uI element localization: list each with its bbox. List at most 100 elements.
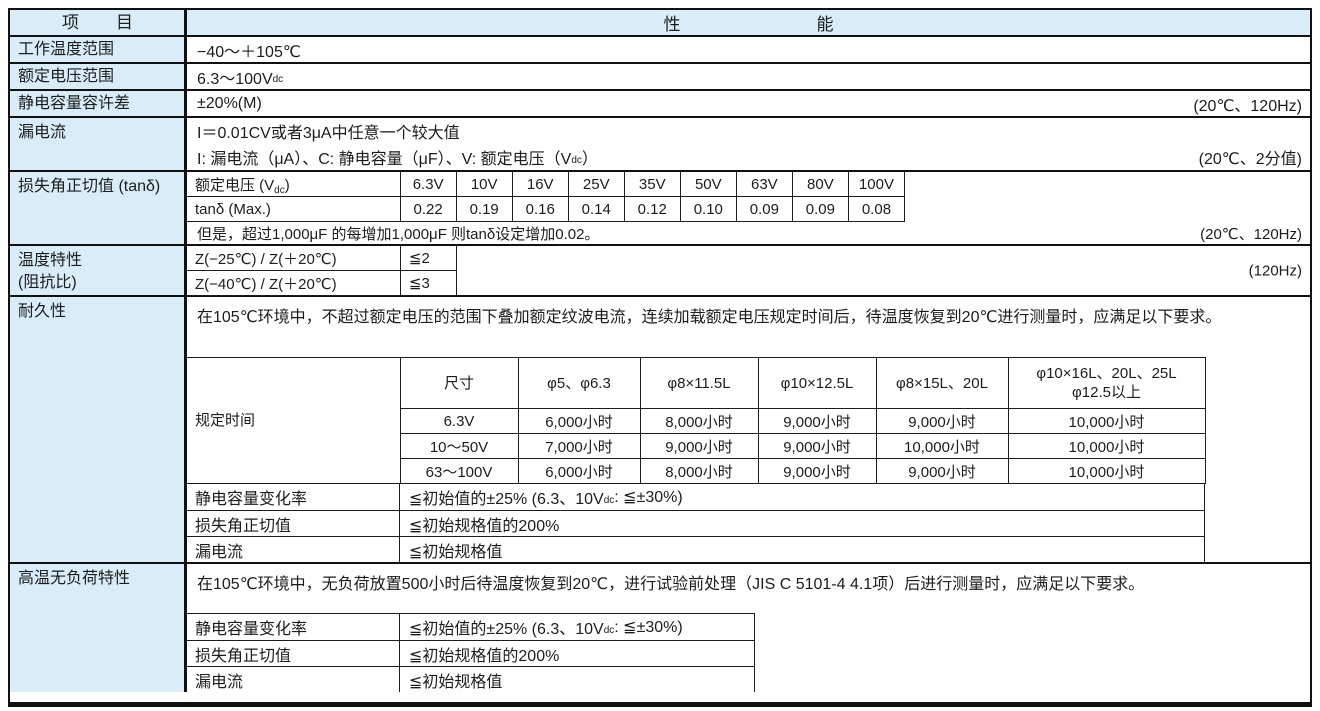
rated-voltage-label: 额定电压范围 <box>10 64 187 89</box>
requirement-value-text: ≦初始值的±25% (6.3、10V <box>409 491 604 508</box>
time-hours: 6,000小时 <box>517 458 641 484</box>
tan-delta-table: 额定电压 (Vdc) 6.3V 10V 16V 25V 35V 50V 63V … <box>187 172 906 222</box>
row-leakage-current: 漏电流 I＝0.01CV或者3μA中任意一个较大值 I: 漏电流（μA）、C: … <box>10 116 1310 170</box>
size-column: φ10×12.5L <box>757 357 877 409</box>
row-endurance: 耐久性 在105℃环境中，不超过额定电压的范围下叠加额定纹波电流，连续加载额定电… <box>10 295 1310 562</box>
voltage-cell: 25V <box>567 172 625 197</box>
tan-delta-note-row: 但是，超过1,000μF 的每增加1,000μF 则tanδ设定增加0.02。 … <box>187 222 1310 244</box>
size-column: φ10×16L、20L、25L φ12.5以上 <box>1007 357 1206 409</box>
leakage-current-label: 漏电流 <box>10 118 187 170</box>
time-hours: 10,000小时 <box>875 433 1009 459</box>
tan-delta-value-cell: 0.09 <box>735 196 793 222</box>
high-temp-description: 在105℃环境中，无负荷放置500小时后待温度恢复到20℃，进行试验前处理（JI… <box>197 576 1145 593</box>
capacitance-tolerance-text: ±20%(M) <box>197 94 262 112</box>
voltage-cell: 63V <box>735 172 793 197</box>
requirement-value: ≦初始规格值 <box>409 673 503 691</box>
capacitance-tolerance-value: ±20%(M) (20℃、120Hz) <box>187 91 1310 116</box>
time-hours: 9,000小时 <box>875 458 1009 484</box>
requirement-label: 漏电流 <box>187 537 400 562</box>
time-hours: 8,000小时 <box>639 458 759 484</box>
voltage-header-text: 额定电压 (V <box>195 176 275 194</box>
time-row-voltage: 63～100V <box>400 458 519 484</box>
tan-delta-voltage-row: 额定电压 (Vdc) 6.3V 10V 16V 25V 35V 50V 63V … <box>187 172 906 197</box>
header-performance-cell: 性 能 <box>663 15 834 34</box>
requirement-row: 静电容量变化率 ≦初始值的±25% (6.3、10V dc: ≦±30%) <box>187 614 754 640</box>
operating-temp-label: 工作温度范围 <box>10 37 187 62</box>
tan-delta-content: 额定电压 (Vdc) 6.3V 10V 16V 25V 35V 50V 63V … <box>187 172 1310 244</box>
high-temp-content: 在105℃环境中，无负荷放置500小时后待温度恢复到20℃，进行试验前处理（JI… <box>187 564 1310 692</box>
requirement-row: 损失角正切值 ≦初始规格值的200% <box>187 510 1204 536</box>
tan-delta-value-cell: 0.16 <box>511 196 569 222</box>
leakage-current-condition: (20℃、2分值) <box>1198 151 1302 168</box>
requirement-row: 静电容量变化率 ≦初始值的±25% (6.3、10V dc: ≦±30%) <box>187 484 1204 510</box>
size-column: φ8×15L、20L <box>875 357 1009 409</box>
row-rated-voltage: 额定电压范围 6.3～100V dc <box>10 62 1310 89</box>
high-temp-label: 高温无负荷特性 <box>10 564 187 692</box>
requirement-row: 漏电流 ≦初始规格值 <box>187 666 754 692</box>
tan-delta-value-cell: 0.10 <box>679 196 737 222</box>
tan-delta-note: 但是，超过1,000μF 的每增加1,000μF 则tanδ设定增加0.02。 <box>197 225 600 243</box>
time-hours: 9,000小时 <box>875 408 1009 434</box>
requirement-value-close: : ≦±30%) <box>614 619 683 636</box>
time-row-voltage: 10～50V <box>400 433 519 459</box>
tan-delta-value-cell: 0.09 <box>791 196 849 222</box>
requirement-label: 损失角正切值 <box>187 511 400 536</box>
impedance-ratio-table: Z(−25℃) / Z(＋20℃) ≦2 Z(−40℃) / Z(＋20℃) ≦… <box>187 246 458 296</box>
leakage-current-legend-row: I: 漏电流（μA）、C: 静电容量（μF）、V: 额定电压（V dc） (20℃… <box>187 144 1310 170</box>
header-item-cell: 项 目 <box>10 10 187 35</box>
tan-delta-value-cell: 0.19 <box>455 196 513 222</box>
time-hours: 9,000小时 <box>757 408 877 434</box>
voltage-cell: 10V <box>455 172 513 197</box>
time-hours: 9,000小时 <box>639 433 759 459</box>
tan-delta-value-cell: 0.12 <box>623 196 681 222</box>
rated-voltage-subscript: dc <box>272 74 284 85</box>
leakage-current-formula: I＝0.01CV或者3μA中任意一个较大值 <box>197 125 460 142</box>
table-header-row: 项 目 性 能 <box>10 10 1310 35</box>
voltage-header-sub: dc <box>274 184 285 196</box>
tan-delta-label: 损失角正切值 (tanδ) <box>10 172 187 244</box>
time-hours: 9,000小时 <box>757 433 877 459</box>
row-high-temp-no-load: 高温无负荷特性 在105℃环境中，无负荷放置500小时后待温度恢复到20℃，进行… <box>10 562 1310 692</box>
operating-temp-value: −40～＋105℃ <box>197 43 301 61</box>
temp-characteristics-content: Z(−25℃) / Z(＋20℃) ≦2 Z(−40℃) / Z(＋20℃) ≦… <box>187 246 1310 296</box>
time-hours: 10,000小时 <box>1007 433 1206 459</box>
impedance-row: Z(−25℃) / Z(＋20℃) ≦2 <box>187 246 458 271</box>
requirement-value: ≦初始值的±25% (6.3、10V dc: ≦±30%) <box>400 614 754 640</box>
time-hours: 9,000小时 <box>757 458 877 484</box>
temp-characteristics-label: 温度特性 (阻抗比) <box>10 246 187 295</box>
endurance-content: 在105℃环境中，不超过额定电压的范围下叠加额定纹波电流，连续加载额定电压规定时… <box>187 297 1310 562</box>
size-column: φ5、φ6.3 <box>517 357 641 409</box>
leakage-legend-close: ） <box>581 151 598 168</box>
rated-voltage-text: 6.3～100V <box>197 70 273 88</box>
temp-label-line2: (阻抗比) <box>18 274 77 291</box>
impedance-limit: ≦2 <box>399 246 458 271</box>
voltage-cell: 6.3V <box>399 172 457 197</box>
requirement-label: 静电容量变化率 <box>187 484 400 510</box>
requirement-label: 损失角正切值 <box>187 641 400 666</box>
requirement-row: 损失角正切值 ≦初始规格值的200% <box>187 640 754 666</box>
spec-time-label: 规定时间 <box>187 357 401 484</box>
endurance-time-table: 规定时间 尺寸 φ5、φ6.3 φ8×11.5L φ10×12.5L φ8×15… <box>187 357 1206 484</box>
requirement-label: 静电容量变化率 <box>187 614 400 640</box>
voltage-cell: 35V <box>623 172 681 197</box>
leakage-current-value: I＝0.01CV或者3μA中任意一个较大值 I: 漏电流（μA）、C: 静电容量… <box>187 118 1310 170</box>
size-column: φ8×11.5L <box>639 357 759 409</box>
tan-delta-voltage-header: 额定电压 (Vdc) <box>187 172 401 197</box>
size-header: 尺寸 <box>399 357 519 409</box>
tan-delta-value-cell: 0.08 <box>847 196 906 222</box>
voltage-cell: 16V <box>511 172 569 197</box>
endurance-description: 在105℃环境中，不超过额定电压的范围下叠加额定纹波电流，连续加载额定电压规定时… <box>197 309 1222 326</box>
impedance-row: Z(−40℃) / Z(＋20℃) ≦3 <box>187 270 458 296</box>
tan-delta-max-header: tanδ (Max.) <box>187 196 401 222</box>
time-row-voltage: 6.3V <box>400 408 519 434</box>
tan-delta-value-row: tanδ (Max.) 0.22 0.19 0.16 0.14 0.12 0.1… <box>187 196 906 222</box>
voltage-cell: 100V <box>847 172 906 197</box>
endurance-label: 耐久性 <box>10 297 187 562</box>
impedance-expr: Z(−25℃) / Z(＋20℃) <box>187 246 401 271</box>
temp-label-line1: 温度特性 <box>18 252 83 269</box>
impedance-limit: ≦3 <box>399 270 458 296</box>
requirement-value: ≦初始规格值的200% <box>409 517 560 535</box>
requirement-row: 漏电流 ≦初始规格值 <box>187 536 1204 562</box>
requirement-value-sub: dc <box>603 494 615 506</box>
requirement-value-close: : ≦±30%) <box>614 489 683 506</box>
